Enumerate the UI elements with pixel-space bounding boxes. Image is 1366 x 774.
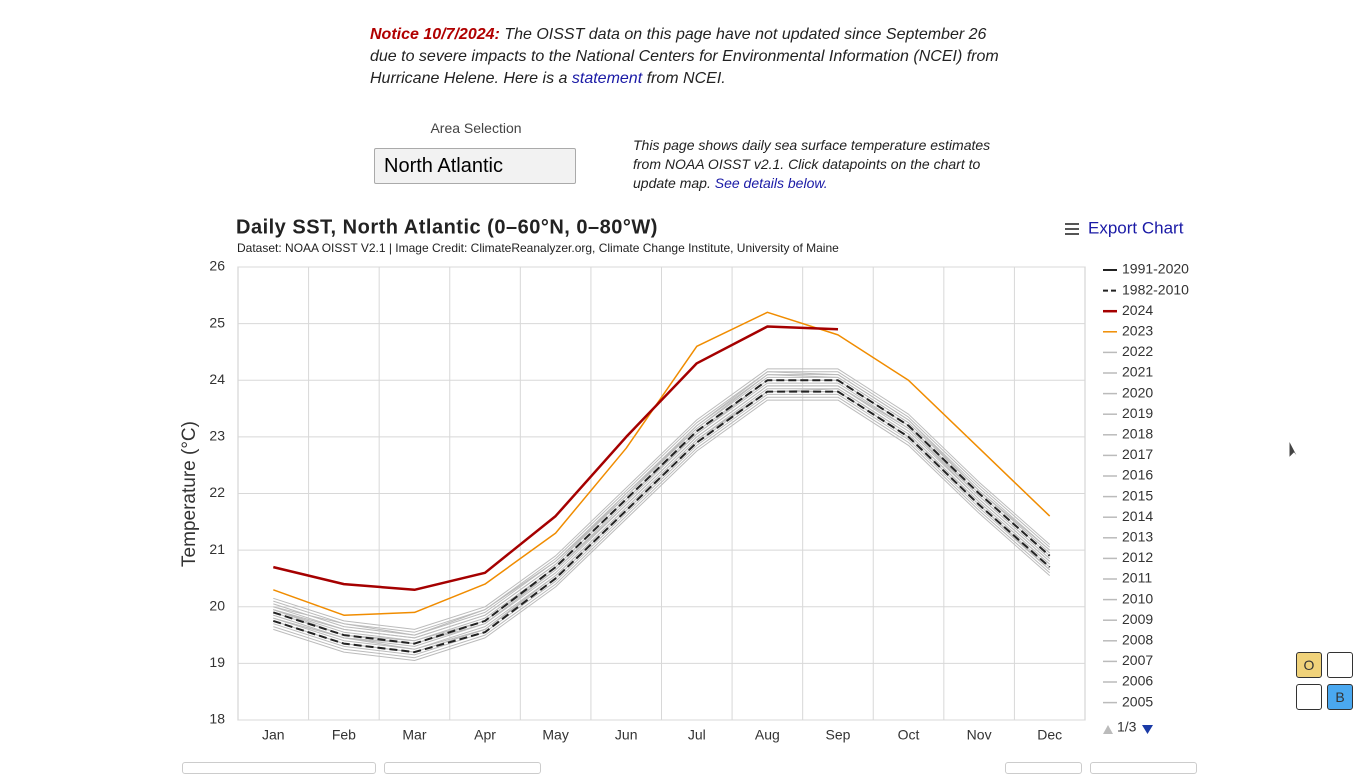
x-tick-label: Oct <box>898 727 920 743</box>
details-link[interactable]: See details below. <box>714 175 828 191</box>
legend-label: 2012 <box>1122 549 1153 565</box>
export-button[interactable]: Export Chart <box>1088 218 1184 237</box>
series-line <box>273 391 1051 653</box>
legend-label: 2015 <box>1122 487 1153 503</box>
notice-text: The OISST data on this page have not upd… <box>370 26 999 87</box>
series-line <box>273 376 1051 639</box>
legend-label: 2023 <box>1122 323 1153 339</box>
legend-next <box>1142 725 1153 734</box>
bottom-button[interactable] <box>1005 762 1082 774</box>
y-tick-label: 26 <box>209 258 225 274</box>
legend-label: 2024 <box>1122 302 1153 318</box>
legend-label: 1982-2010 <box>1122 281 1189 297</box>
statement-link[interactable]: statement <box>571 70 643 87</box>
x-tick-label: Apr <box>474 727 496 743</box>
series-line <box>273 368 1051 630</box>
legend-label: 2007 <box>1122 652 1153 668</box>
notice-label: Notice 10/7/2024: <box>370 26 500 43</box>
series-line <box>273 399 1051 661</box>
x-tick-label: Jan <box>262 727 285 743</box>
cursor <box>1288 439 1300 460</box>
series-line <box>273 379 1051 642</box>
series-line <box>273 374 1051 636</box>
series-line <box>273 374 1051 639</box>
x-tick-label: Mar <box>402 727 426 743</box>
bottom-button[interactable] <box>384 762 541 774</box>
legend-label: 2018 <box>1122 426 1153 442</box>
y-axis-title: Temperature (°C) <box>179 421 200 567</box>
legend-label: 2010 <box>1122 590 1153 606</box>
y-tick-label: 23 <box>209 428 225 444</box>
legend-label: 2011 <box>1122 570 1152 586</box>
series-line <box>272 379 1051 645</box>
x-tick-label: Nov <box>967 727 992 743</box>
y-tick-label: 22 <box>209 484 225 500</box>
series-line <box>273 391 1051 653</box>
widget-o[interactable]: O <box>1296 652 1322 678</box>
series-line <box>273 385 1051 645</box>
description-text: This page shows daily sea surface temper… <box>633 137 991 191</box>
y-tick-label: 25 <box>209 314 225 330</box>
x-tick-label: Sep <box>825 727 850 743</box>
series-line <box>273 371 1051 636</box>
chart-subtitle: Dataset: NOAA OISST V2.1 | Image Credit:… <box>237 241 839 255</box>
legend-label: 2006 <box>1122 673 1153 689</box>
series-line <box>273 388 1051 650</box>
series-line <box>273 393 1051 656</box>
x-tick-label: Jun <box>615 727 638 743</box>
y-tick-label: 24 <box>209 371 225 387</box>
series-line <box>273 311 1051 616</box>
series-line <box>272 390 1051 654</box>
legend-label: 2016 <box>1122 467 1153 483</box>
bottom-button[interactable] <box>182 762 376 774</box>
y-tick-label: 20 <box>209 597 225 613</box>
series-line <box>273 396 1051 659</box>
x-tick-label: Feb <box>332 727 356 743</box>
series-line <box>273 325 839 592</box>
y-tick-label: 21 <box>209 541 225 557</box>
legend-prev <box>1103 725 1113 734</box>
legend-label: 2019 <box>1122 405 1153 421</box>
legend-label: 2008 <box>1122 632 1153 648</box>
legend-label: 2013 <box>1122 529 1153 545</box>
x-tick-label: May <box>542 727 568 743</box>
area-select[interactable]: North Atlantic <box>374 148 576 184</box>
chart-title: Daily SST, North Atlantic (0–60°N, 0–80°… <box>236 216 658 238</box>
series-line <box>273 388 1051 650</box>
export-icon <box>1065 223 1079 235</box>
legend-label: 2005 <box>1122 693 1153 709</box>
widget-blank[interactable] <box>1296 684 1322 710</box>
series-line <box>273 385 1051 647</box>
notice-text-end: from NCEI. <box>646 70 726 87</box>
y-tick-label: 19 <box>209 654 225 670</box>
legend-label: 2020 <box>1122 384 1153 400</box>
bottom-button[interactable] <box>1090 762 1197 774</box>
legend-pager: 1/3 <box>1117 719 1137 735</box>
series-line <box>273 371 1051 633</box>
series-line <box>273 379 1051 642</box>
plot-frame <box>237 266 1086 721</box>
widget-blank[interactable] <box>1327 652 1353 678</box>
legend-label: 2021 <box>1122 364 1153 380</box>
legend-label: 2017 <box>1122 446 1153 462</box>
legend-label: 2022 <box>1122 343 1153 359</box>
legend-label: 2009 <box>1122 611 1153 627</box>
widget-b[interactable]: B <box>1327 684 1353 710</box>
description: This page shows daily sea surface temper… <box>633 136 1013 193</box>
area-label: Area Selection <box>430 120 522 136</box>
series-line <box>273 382 1051 645</box>
legend-label: 1991-2020 <box>1122 261 1189 277</box>
x-tick-label: Jul <box>688 727 706 743</box>
y-tick-label: 18 <box>209 711 225 727</box>
legend-label: 2014 <box>1122 508 1153 524</box>
notice: Notice 10/7/2024: The OISST data on this… <box>370 24 1010 90</box>
x-tick-label: Aug <box>755 727 780 743</box>
x-tick-label: Dec <box>1037 727 1062 743</box>
